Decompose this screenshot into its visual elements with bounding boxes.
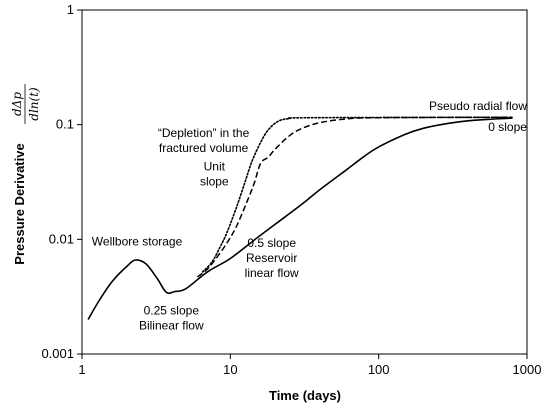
- plot-frame: [81, 9, 528, 355]
- series-dashed-line: [196, 116, 513, 278]
- annotation-halfslope: 0.5 slope Reservoir linear flow: [245, 236, 299, 280]
- annotation-zeroslope: 0 slope: [488, 120, 527, 134]
- y-axis-fraction-numerator: dΔp: [10, 92, 24, 116]
- annotation-bilinear: 0.25 slope Bilinear flow: [139, 304, 204, 333]
- x-tick-label-1: 10: [223, 362, 237, 377]
- annotation-layer: Wellbore storage 0.25 slope Bilinear flow 0…: [92, 99, 528, 333]
- y-tick-label-0: 0.001: [41, 346, 74, 361]
- annotation-unit: Unit slope: [200, 159, 229, 188]
- annotation-depletion: “Depletion” in the fractured volume: [158, 126, 250, 155]
- x-tick-label-3: 1000: [513, 362, 542, 377]
- axis-ticks: 1 10 100 1000 0.001 0.01 0.1 1: [41, 2, 541, 377]
- y-tick-label-3: 1: [67, 2, 74, 17]
- series-dotted-line: [201, 116, 514, 273]
- y-tick-label-1: 0.01: [49, 231, 74, 246]
- x-tick-label-2: 100: [368, 362, 390, 377]
- annotation-wellbore: Wellbore storage: [92, 235, 183, 249]
- x-axis-title: Time (days): [269, 388, 341, 403]
- y-axis-fraction-denominator: dln(t): [27, 87, 41, 121]
- x-tick-label-0: 1: [78, 362, 85, 377]
- y-axis-title-group: Pressure Derivative dΔp dln(t): [10, 84, 41, 265]
- y-tick-label-2: 0.1: [56, 117, 74, 132]
- series-layer: [87, 116, 514, 320]
- y-axis-title: Pressure Derivative: [12, 143, 27, 264]
- annotation-radial: Pseudo radial flow: [429, 99, 527, 113]
- series-solid-line: [87, 117, 513, 320]
